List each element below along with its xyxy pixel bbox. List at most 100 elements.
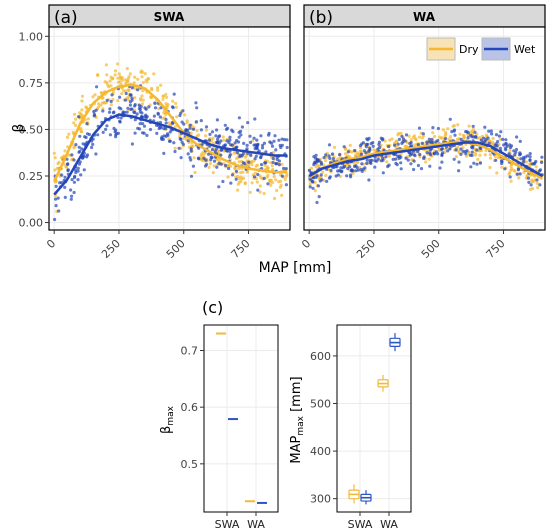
- panel-b-point-dry: [313, 180, 317, 184]
- panel-a-point-dry: [161, 94, 165, 98]
- panel-a-point-wet: [142, 124, 147, 128]
- panel-b-point-dry: [474, 153, 478, 157]
- panel-a-point-wet: [177, 146, 181, 150]
- panel-a-point-wet: [249, 153, 253, 157]
- panel-b-point-wet: [365, 158, 369, 162]
- panel-a-point-wet: [53, 217, 57, 222]
- panel-a-point-wet: [126, 106, 130, 110]
- panel-a-point-dry: [265, 175, 269, 179]
- panel-a-point-wet: [223, 143, 227, 147]
- panel-a-point-wet: [76, 166, 80, 170]
- panel-a-point-dry: [226, 164, 230, 168]
- panel-a-point-wet: [224, 127, 229, 131]
- panel-a-point-dry: [71, 130, 75, 134]
- panel-b-point-wet: [512, 149, 516, 153]
- panel-b-point-dry: [483, 153, 487, 157]
- panel-b-point-dry: [488, 153, 492, 157]
- panel-a-point-wet: [95, 85, 99, 89]
- panel-a-point-wet: [233, 141, 237, 145]
- panel-a-point-wet: [118, 119, 122, 123]
- panel-b-point-wet: [518, 151, 522, 155]
- panel-b-point-wet: [515, 135, 519, 139]
- panel-a-point-wet: [135, 112, 139, 116]
- panel-a-point-wet: [84, 135, 88, 140]
- panel-c1-plot-area: [204, 325, 278, 512]
- panel-b-point-dry: [452, 124, 456, 128]
- panel-b-point-wet: [336, 169, 340, 173]
- panel-a-point-wet: [91, 142, 95, 146]
- panel-a-point-wet: [230, 143, 234, 147]
- panel-a-point-wet: [141, 131, 145, 135]
- panel-a-point-dry: [249, 160, 254, 164]
- panel-a-point-dry: [143, 72, 147, 76]
- panel-a-point-dry: [192, 156, 196, 160]
- panel-c2-x-ticks: SWA WA: [348, 512, 398, 529]
- panel-b-point-dry: [383, 139, 387, 143]
- panel-b-point-wet: [394, 161, 398, 165]
- panel-a-point-wet: [221, 179, 225, 184]
- panel-b-point-dry: [348, 143, 352, 147]
- panel-b-point-wet: [459, 152, 463, 156]
- legend: Dry Wet: [426, 37, 536, 61]
- panel-a-point-wet: [199, 119, 203, 123]
- panel-b-point-dry: [525, 160, 529, 164]
- panel-b-point-dry: [356, 160, 360, 164]
- panel-a-point-dry: [156, 86, 160, 90]
- panel-a-point-wet: [153, 106, 158, 110]
- panel-b-point-wet: [428, 148, 432, 152]
- panel-b-point-dry: [317, 176, 321, 180]
- panel-b-point-wet: [328, 156, 332, 160]
- panel-a-point-dry: [208, 162, 212, 166]
- panel-a-point-wet: [105, 124, 109, 128]
- panel-b-point-wet: [416, 163, 420, 168]
- panel-b-point-wet: [319, 161, 323, 165]
- panel-b-point-wet: [440, 160, 444, 164]
- panel-a-point-wet: [130, 96, 134, 100]
- panel-a-point-dry: [226, 175, 230, 179]
- panel-b-point-wet: [373, 165, 377, 169]
- panel-c1-boxes: [216, 332, 267, 504]
- panel-b-point-dry: [352, 161, 356, 165]
- panel-b-point-dry: [440, 136, 444, 140]
- panel-a-point-dry: [236, 188, 240, 192]
- panel-b-point-wet: [538, 183, 542, 187]
- panel-b-point-wet: [464, 130, 468, 134]
- panel-a-point-wet: [110, 93, 114, 97]
- panel-a-point-dry: [173, 125, 177, 129]
- panel-b-point-dry: [399, 131, 403, 135]
- panel-a-point-dry: [250, 163, 254, 167]
- panel-a-point-wet: [128, 103, 132, 107]
- panel-a-point-dry: [271, 180, 275, 185]
- panel-b-point-wet: [514, 147, 519, 152]
- panel-a-point-dry: [183, 113, 187, 117]
- panel-a-point-dry: [133, 75, 137, 79]
- panel-b-point-wet: [422, 155, 426, 159]
- panel-a-point-dry: [99, 103, 103, 107]
- panel-a-point-wet: [158, 115, 162, 119]
- panel-a-point-dry: [126, 88, 130, 92]
- panel-a-point-wet: [260, 146, 265, 150]
- panel-b-point-dry: [313, 189, 317, 193]
- panel-b-point-dry: [517, 176, 521, 180]
- panel-b-point-wet: [358, 144, 363, 148]
- panel-b-point-wet: [416, 149, 420, 154]
- panel-b-point-dry: [385, 160, 389, 164]
- panel-b-point-wet: [339, 170, 343, 174]
- panel-a-point-wet: [215, 140, 219, 144]
- panel-b-point-dry: [431, 131, 435, 135]
- panel-b-point-dry: [354, 153, 358, 157]
- panel-a-point-wet: [246, 121, 250, 125]
- panel-a-point-wet: [63, 185, 67, 189]
- panel-a-point-wet: [181, 109, 185, 113]
- panel-a-point-dry: [207, 165, 211, 169]
- panel-a-point-wet: [182, 122, 186, 126]
- panel-b-point-wet: [409, 162, 413, 166]
- panel-b-point-wet: [353, 164, 357, 169]
- panel-a-point-wet: [252, 136, 256, 140]
- panel-a-point-dry: [141, 98, 145, 102]
- panel-b-point-wet: [471, 146, 475, 150]
- panel-b-point-dry: [344, 147, 348, 151]
- panel-b-point-dry: [530, 178, 534, 182]
- panel-b-point-wet: [508, 146, 513, 150]
- panel-b-point-wet: [497, 134, 501, 138]
